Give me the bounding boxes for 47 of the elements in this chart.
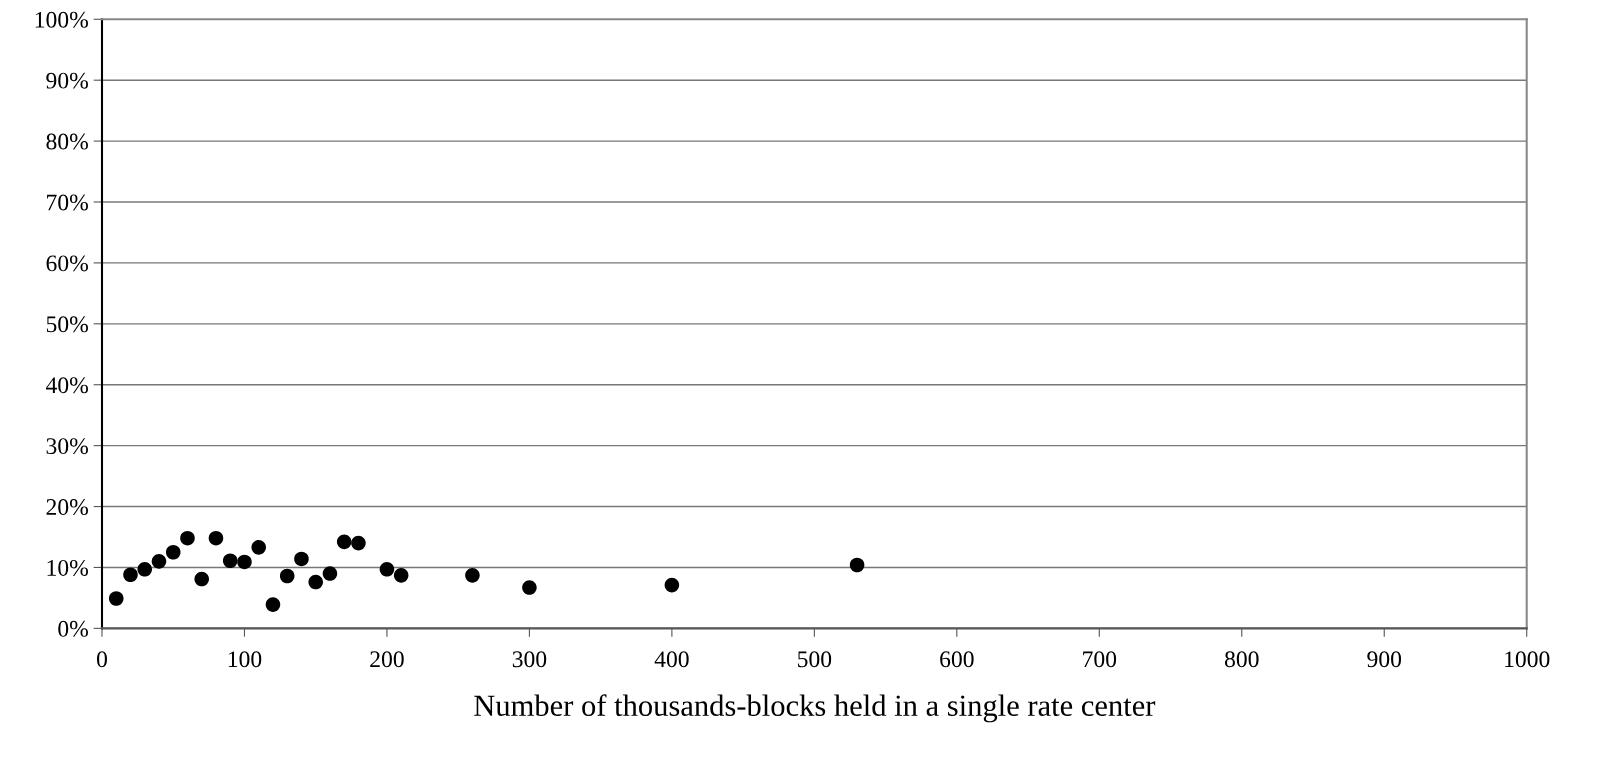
point	[849, 557, 865, 573]
point	[222, 553, 238, 569]
x-tick-label: 900	[1367, 651, 1402, 668]
y-tick-label: 30%	[46, 438, 88, 455]
point	[165, 544, 181, 560]
point	[308, 574, 323, 590]
x-tick-label: 1000	[1505, 651, 1550, 668]
x-tick-label: 400	[654, 651, 689, 668]
x-tick-label: 700	[1083, 651, 1117, 668]
x-tick-label: 800	[1224, 651, 1259, 668]
point	[379, 562, 395, 577]
point	[522, 580, 537, 595]
y-tick-label: 60%	[46, 255, 88, 272]
x-tick-label: 100	[228, 651, 262, 668]
y-tick-label: 40%	[45, 377, 88, 394]
y-tick-label: 70%	[47, 194, 88, 211]
y-tick-label: 10%	[47, 559, 88, 576]
point	[151, 554, 167, 569]
point	[251, 540, 266, 555]
x-tick-label: 500	[798, 651, 832, 668]
x-tick-label: 0	[96, 651, 107, 668]
point	[108, 591, 124, 606]
point	[180, 530, 195, 546]
y-tick-label: 20%	[46, 499, 88, 516]
point	[137, 562, 153, 577]
y-tick-label: 90%	[46, 72, 88, 89]
y-tick-label: 0%	[58, 620, 88, 637]
point	[351, 535, 366, 551]
point	[279, 568, 295, 584]
point	[393, 568, 409, 583]
y-tick-label: 80%	[46, 133, 88, 150]
point	[664, 577, 680, 593]
point	[465, 568, 480, 583]
x-tick-label: 600	[940, 651, 974, 668]
point	[208, 530, 224, 546]
x-tick-label: 300	[512, 651, 547, 668]
point	[194, 571, 210, 587]
y-tick-label: 100%	[35, 11, 88, 28]
x-tick-label: 200	[370, 651, 404, 668]
point	[336, 534, 352, 550]
y-tick-label: 50%	[46, 316, 88, 333]
point	[322, 566, 338, 581]
point	[123, 567, 138, 583]
point	[237, 554, 252, 570]
x-axis-title: Number of thousands-blocks held in a single rate center	[474, 694, 1156, 723]
point	[294, 551, 309, 567]
point	[265, 597, 281, 612]
